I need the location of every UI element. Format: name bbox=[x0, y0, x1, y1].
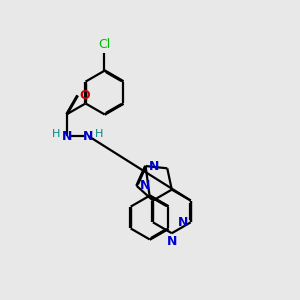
Text: N: N bbox=[61, 130, 72, 142]
Text: H: H bbox=[52, 129, 61, 139]
Text: Cl: Cl bbox=[98, 38, 111, 51]
Text: N: N bbox=[140, 179, 150, 192]
Text: N: N bbox=[83, 130, 94, 142]
Text: N: N bbox=[167, 235, 177, 248]
Text: O: O bbox=[80, 89, 90, 102]
Text: N: N bbox=[149, 160, 159, 172]
Text: H: H bbox=[94, 129, 103, 139]
Text: N: N bbox=[178, 216, 189, 229]
